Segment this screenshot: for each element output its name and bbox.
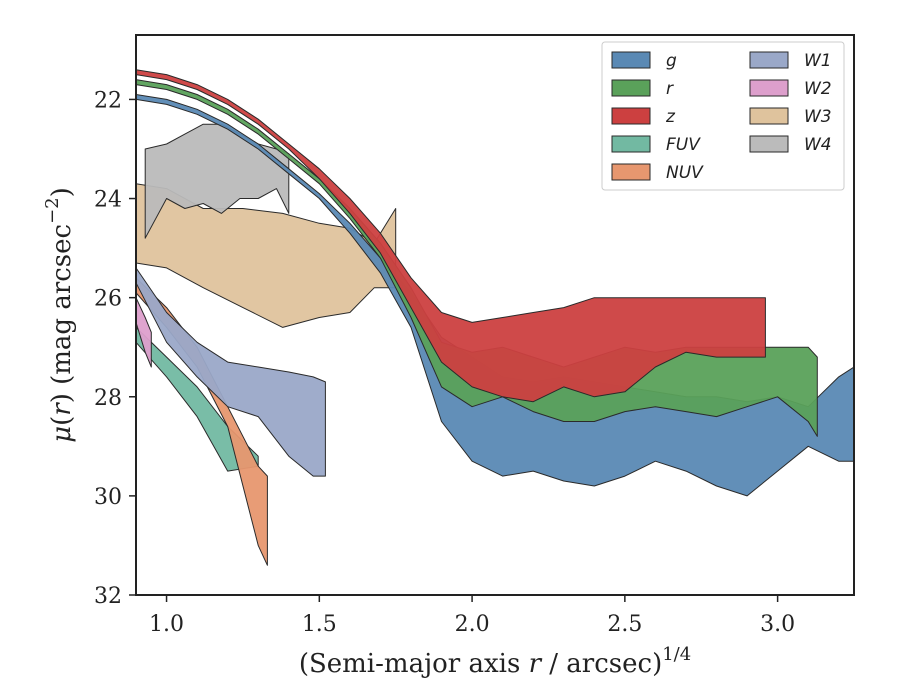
series-band-w1 (136, 267, 326, 477)
y-tick-label: 28 (94, 386, 122, 411)
legend-label-nuv: NUV (666, 163, 704, 183)
legend-label-z: z (665, 107, 676, 127)
x-tick-label: 1.0 (149, 612, 184, 637)
legend-label-w2: W2 (804, 79, 832, 99)
series-band-w3 (136, 183, 397, 328)
legend-swatch-w2 (749, 79, 789, 97)
series-band-w2 (136, 297, 152, 368)
legend-swatch-z (611, 107, 651, 125)
legend: grz FUV NUV W1 W2 W3 W4 (601, 41, 845, 191)
legend-label-w1: W1 (804, 51, 832, 71)
legend-swatch-g (611, 51, 651, 69)
x-axis-label: (Semi-major axis r / arcsec)1/4 (299, 644, 691, 679)
x-tick-label: 3.0 (760, 612, 795, 637)
x-axis: 1.0 1.5 2.0 2.5 3.0 (149, 595, 795, 637)
y-tick-label: 22 (94, 88, 122, 113)
series-band-w4 (144, 123, 290, 239)
series-layer (136, 69, 854, 566)
x-tick-label: 2.0 (455, 612, 490, 637)
y-tick-label: 24 (94, 188, 122, 213)
y-tick-label: 26 (94, 287, 122, 312)
legend-swatch-r (611, 79, 651, 97)
y-tick-label: 32 (94, 584, 122, 609)
y-axis-label: μ(r) (mag arcsec−2) (42, 187, 77, 443)
legend-swatch-nuv (611, 163, 651, 181)
x-tick-label: 2.5 (607, 612, 642, 637)
legend-swatch-w1 (749, 51, 789, 69)
legend-swatch-w3 (749, 107, 789, 125)
legend-frame (601, 41, 845, 191)
legend-label-g: g (666, 51, 677, 71)
legend-label-fuv: FUV (666, 135, 701, 155)
series-band-z (136, 69, 766, 403)
legend-label-w4: W4 (804, 135, 832, 155)
legend-label-w3: W3 (804, 107, 832, 127)
y-tick-label: 30 (94, 485, 122, 510)
legend-label-r: r (666, 79, 674, 99)
legend-swatch-fuv (611, 135, 651, 153)
x-tick-label: 1.5 (302, 612, 337, 637)
legend-swatch-w4 (749, 135, 789, 153)
plot-frame (135, 34, 855, 596)
y-axis: 22 24 26 28 30 32 (94, 88, 136, 609)
